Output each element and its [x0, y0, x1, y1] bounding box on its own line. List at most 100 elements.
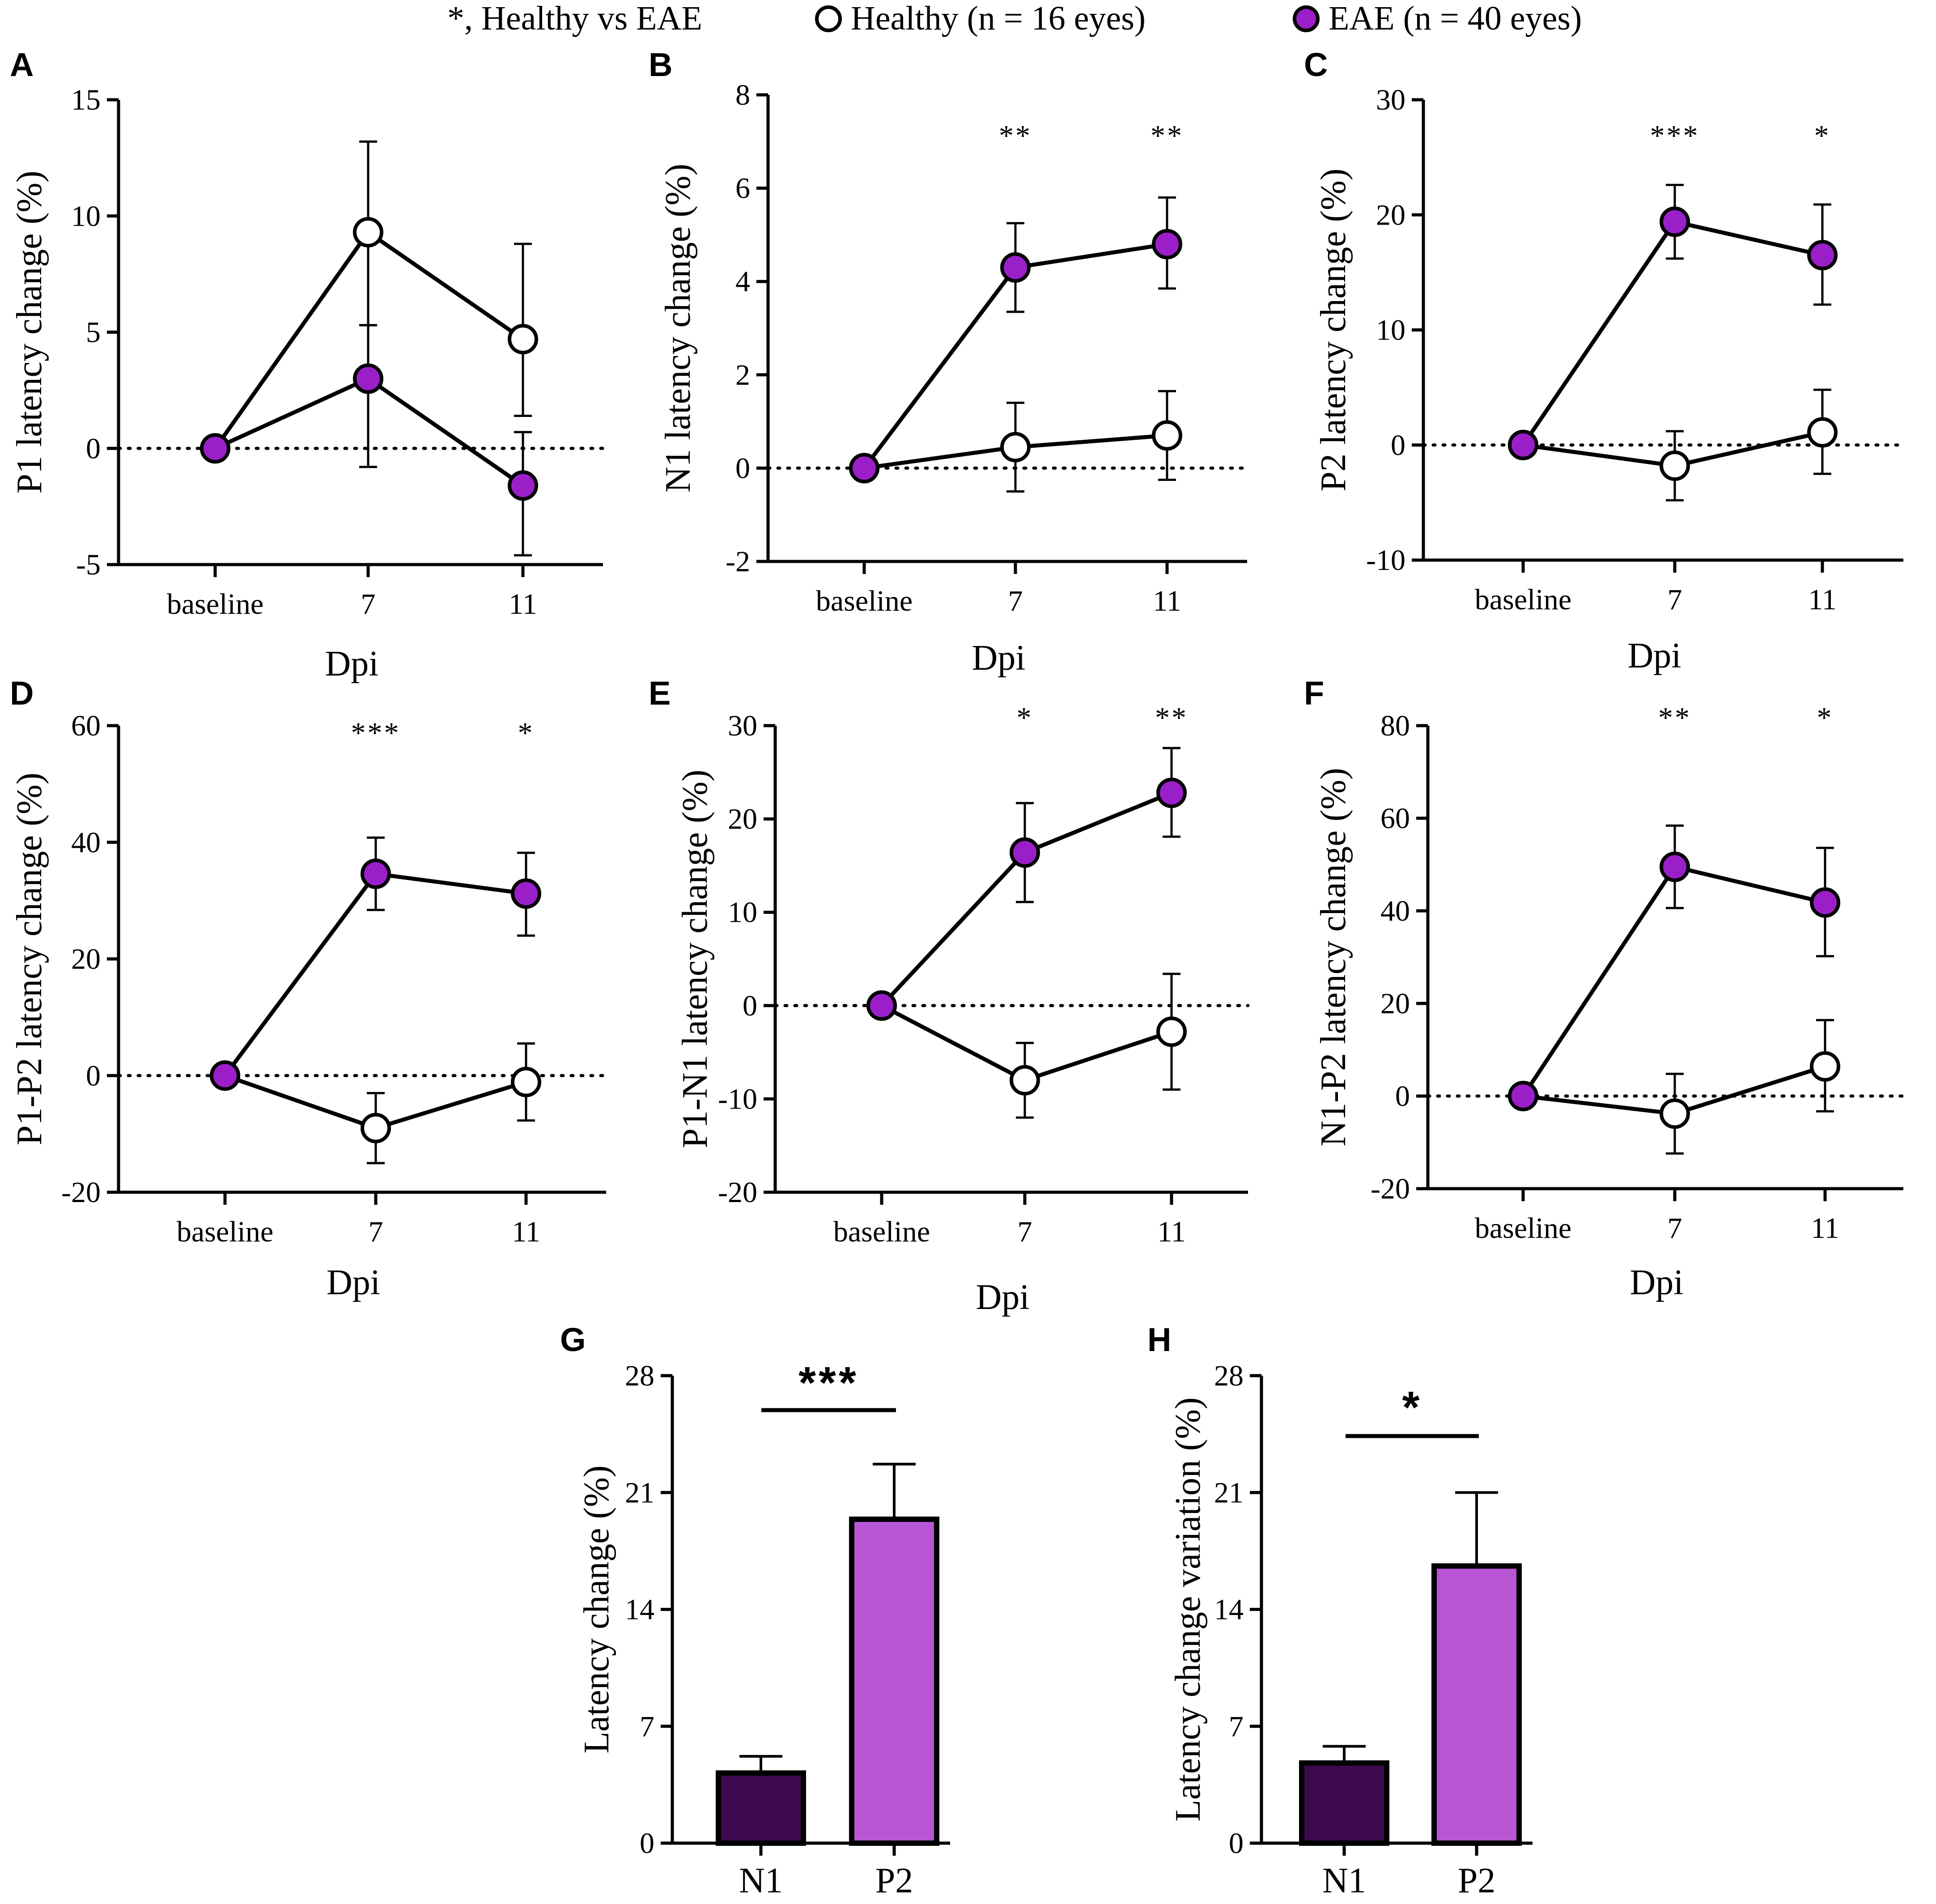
data-point-eae: [1508, 429, 1538, 460]
legend-eae-label: EAE (n = 40 eyes): [1329, 0, 1582, 37]
y-tick-label: 60: [71, 710, 101, 742]
series-healthy: [1523, 388, 1831, 502]
y-tick-label: 14: [1214, 1594, 1244, 1626]
y-tick-label: 0: [86, 432, 101, 465]
data-point-healthy: [1156, 1016, 1187, 1047]
bar-p2: [849, 1516, 939, 1846]
y-tick-label: -5: [76, 548, 101, 581]
panel-label: A: [10, 46, 34, 83]
legend-significance-text: *, Healthy vs EAE: [447, 0, 702, 37]
x-tick-label: 7: [1668, 1212, 1682, 1245]
y-tick-label: 0: [1229, 1827, 1244, 1860]
x-tick-label: 7: [1008, 585, 1023, 617]
data-point-eae: [200, 433, 230, 464]
data-point-healthy: [511, 1067, 541, 1097]
y-tick-label: 0: [743, 990, 757, 1022]
data-point-eae: [1807, 240, 1838, 271]
series-eae: [880, 747, 1180, 1007]
y-tick-label: 0: [1391, 429, 1405, 462]
panel-a: A -5 0 5 10 15 P1 latency change (%) baseline 7 1…: [10, 46, 605, 684]
data-point-eae: [866, 990, 897, 1021]
y-tick-label: 30: [1376, 84, 1405, 116]
panel-c: C -10 0 10 20 30 P2 latency change (%) baseline…: [1304, 46, 1905, 676]
y-tick-label: 40: [71, 826, 101, 859]
panel-b: B -2 0 2 4 6 8 N1 latency change (%) baseline 7 11…: [649, 46, 1249, 678]
x-tick-label: 11: [1157, 1216, 1186, 1248]
panel-d: D -20 0 20 40 60 P1-P2 latency change (%) basel…: [10, 675, 608, 1302]
x-axis-label: Dpi: [1628, 636, 1681, 676]
data-point-healthy: [1000, 432, 1031, 463]
x-tick-label: 7: [1018, 1216, 1032, 1248]
legend-eae-marker: [1293, 5, 1320, 32]
x-tick-label: 11: [1808, 583, 1837, 616]
significance-marker: **: [1155, 701, 1188, 734]
significance-marker: **: [1658, 701, 1691, 734]
series-eae: [862, 196, 1176, 470]
series-healthy: [1523, 1019, 1834, 1155]
legend-healthy-label: Healthy (n = 16 eyes): [851, 0, 1146, 37]
bar-p2: [1431, 1563, 1522, 1846]
y-tick-label: 8: [735, 79, 750, 111]
data-point-healthy: [1660, 450, 1690, 481]
panel-label: G: [560, 1321, 586, 1358]
x-axis-label: Dpi: [1630, 1263, 1684, 1302]
y-tick-label: 10: [1376, 314, 1405, 347]
y-tick-label: 0: [86, 1059, 101, 1092]
series-healthy: [224, 1042, 535, 1164]
data-point-eae: [1152, 229, 1182, 259]
data-point-eae: [849, 453, 879, 484]
panel-f: F -20 0 20 40 60 80 N1-P2 latency change (%) bas…: [1304, 675, 1905, 1302]
y-tick-label: 0: [735, 452, 750, 484]
y-tick-label: -10: [1366, 544, 1405, 577]
x-axis-label: Dpi: [972, 638, 1026, 678]
x-tick-label: 11: [512, 1216, 540, 1248]
y-axis-label: P1-N1 latency change (%): [675, 769, 715, 1148]
significance-marker: *: [1817, 701, 1834, 734]
y-tick-label: 60: [1380, 802, 1410, 835]
data-point-eae: [1508, 1081, 1538, 1111]
data-point-healthy: [1810, 1051, 1840, 1082]
data-point-healthy: [1807, 417, 1838, 448]
significance-marker: **: [999, 119, 1032, 152]
series-healthy: [213, 140, 532, 450]
y-tick-label: 15: [71, 84, 101, 116]
y-axis-label: P1 latency change (%): [10, 171, 49, 494]
data-point-eae: [508, 470, 538, 501]
x-tick-label: baseline: [167, 588, 263, 620]
panel-label: F: [1304, 675, 1324, 712]
y-tick-label: -10: [718, 1083, 757, 1115]
bar-n1: [716, 1770, 806, 1846]
y-tick-label: -2: [726, 545, 750, 578]
data-point-eae: [511, 878, 541, 909]
series-eae: [214, 324, 532, 557]
y-tick-label: 0: [1395, 1080, 1410, 1113]
y-tick-label: 20: [1380, 987, 1410, 1020]
x-tick-label: baseline: [177, 1216, 273, 1248]
x-tick-label: 11: [1811, 1212, 1839, 1245]
y-axis-label: Latency change variation (%): [1168, 1397, 1208, 1821]
significance-marker: *: [1402, 1382, 1422, 1432]
data-point-healthy: [508, 324, 538, 355]
panel-label: B: [649, 46, 672, 83]
panel-label: H: [1147, 1321, 1171, 1358]
y-tick-label: 7: [640, 1710, 654, 1743]
y-tick-label: 10: [71, 200, 101, 233]
y-tick-label: 30: [728, 710, 757, 742]
y-tick-label: 40: [1380, 895, 1410, 927]
significance-marker: **: [1151, 119, 1184, 152]
x-tick-label: 7: [1668, 583, 1682, 616]
significance-marker: *: [1017, 701, 1033, 734]
data-point-healthy: [1152, 420, 1182, 451]
y-tick-label: 14: [625, 1594, 654, 1626]
x-tick-label: 7: [361, 588, 376, 620]
y-tick-label: 28: [625, 1360, 654, 1392]
x-tick-label: 7: [369, 1216, 383, 1248]
series-line: [1521, 220, 1823, 446]
x-axis-label: Dpi: [325, 644, 379, 684]
data-point-eae: [1156, 778, 1187, 808]
significance-marker: *: [518, 717, 535, 749]
x-tick-label: 11: [1153, 585, 1181, 617]
significance-marker: ***: [1650, 119, 1700, 152]
panel-label: E: [649, 675, 671, 712]
